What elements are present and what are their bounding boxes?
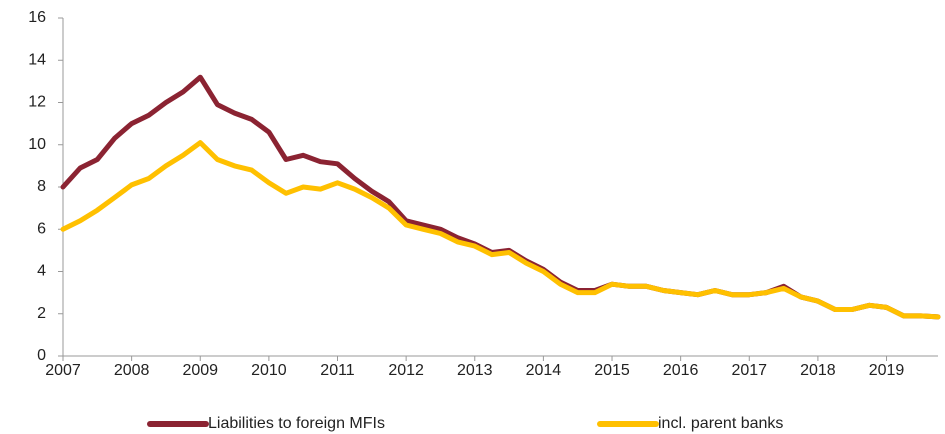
y-tick-label: 4 [37, 263, 46, 280]
x-tick-label: 2015 [594, 362, 630, 379]
x-tick-label: 2009 [182, 362, 218, 379]
y-tick-label: 0 [37, 347, 46, 364]
x-tick-label: 2018 [800, 362, 836, 379]
series-line [60, 74, 941, 320]
x-tick-label: 2011 [320, 362, 355, 379]
legend-label: incl. parent banks [658, 415, 783, 432]
y-tick-label: 16 [28, 9, 46, 26]
x-tick-label: 2012 [388, 362, 424, 379]
x-tick-label: 2019 [869, 362, 905, 379]
x-tick-label: 2017 [731, 362, 767, 379]
series-line [60, 140, 941, 320]
y-tick-label: 6 [37, 220, 46, 237]
x-tick-label: 2013 [457, 362, 493, 379]
y-tick-label: 10 [28, 136, 46, 153]
y-tick-label: 2 [37, 305, 46, 322]
x-tick-label: 2008 [114, 362, 150, 379]
x-tick-label: 2016 [663, 362, 699, 379]
x-tick-label: 2014 [526, 362, 562, 379]
y-tick-label: 14 [28, 51, 46, 68]
y-tick-label: 8 [37, 178, 46, 195]
legend-label: Liabilities to foreign MFIs [208, 415, 385, 432]
x-tick-label: 2007 [45, 362, 81, 379]
x-tick-label: 2010 [251, 362, 287, 379]
y-tick-label: 12 [28, 94, 46, 111]
